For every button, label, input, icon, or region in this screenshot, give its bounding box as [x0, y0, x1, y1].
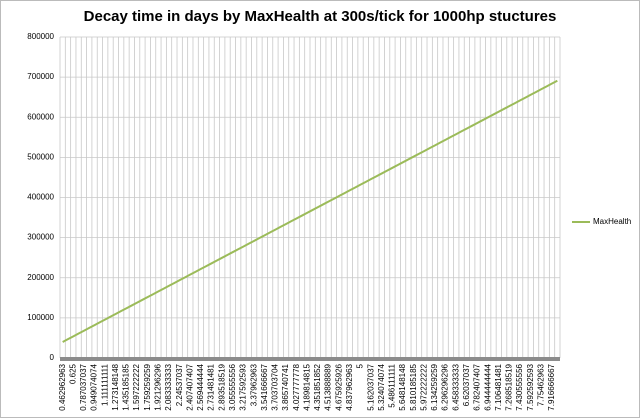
x-tick-label: 1.273148148	[111, 363, 120, 410]
legend-label: MaxHealth	[593, 217, 631, 226]
y-tick-label: 100000	[27, 313, 54, 322]
x-tick-label: 1.597222222	[132, 363, 141, 410]
y-tick-label: 600000	[27, 112, 54, 121]
x-tick-label: 4.027777778	[292, 363, 301, 410]
y-tick-label: 400000	[27, 193, 54, 202]
x-tick-label: 3.865740741	[281, 363, 290, 410]
x-tick-label: 5.486111111	[388, 363, 397, 407]
x-tick-label: 1.111111111	[100, 363, 109, 406]
x-tick-label: 0.625	[68, 363, 77, 384]
x-tick-label: 6.782407407	[473, 363, 482, 410]
x-tick-label: 7.916666667	[547, 363, 556, 410]
x-tick-label: 0.787037037	[79, 363, 88, 410]
x-tick-label: 5.324074074	[377, 363, 386, 410]
x-tick-label: 2.083333333	[164, 363, 173, 410]
x-tick-label: 6.296296296	[441, 363, 450, 410]
x-tick-label: 7.592592593	[526, 363, 535, 410]
x-tick-label: 4.675925926	[334, 363, 343, 410]
x-tick-label: 3.055555556	[228, 363, 237, 410]
x-tick-label: 2.24537037	[175, 363, 184, 406]
x-tick-label: 4.351851852	[313, 363, 322, 410]
chart-title: Decay time in days by MaxHealth at 300s/…	[84, 8, 557, 25]
y-tick-label: 200000	[27, 273, 54, 282]
y-tick-label: 300000	[27, 233, 54, 242]
x-tick-label: 4.513888889	[324, 363, 333, 410]
x-tick-label: 6.458333333	[451, 363, 460, 410]
x-tick-label: 2.731481481	[207, 363, 216, 410]
x-tick-label: 5.972222222	[419, 363, 428, 410]
x-tick-label: 6.62037037	[462, 363, 471, 406]
x-tick-label: 6.134259259	[430, 363, 439, 410]
x-tick-label: 5.810185185	[409, 363, 418, 410]
x-tick-label: 7.430555556	[515, 363, 524, 410]
x-tick-label: 5	[356, 363, 365, 368]
x-tick-label: 2.569444444	[196, 363, 205, 410]
x-tick-label: 5.648148148	[398, 363, 407, 410]
x-tick-label: 1.759259259	[143, 363, 152, 410]
x-tick-label: 2.893518519	[217, 363, 226, 410]
y-tick-label: 0	[50, 353, 55, 362]
x-tick-label: 2.407407407	[185, 363, 194, 410]
x-tick-label: 3.217592593	[239, 363, 248, 410]
x-tick-label: 6.944444444	[483, 363, 492, 410]
x-tick-label: 0.462962963	[58, 363, 67, 410]
x-tick-label: 1.435185185	[122, 363, 131, 410]
x-tick-label: 3.703703704	[271, 363, 280, 410]
x-tick-label: 0.949074074	[90, 363, 99, 410]
x-tick-label: 7.75462963	[536, 363, 545, 406]
y-tick-label: 500000	[27, 152, 54, 161]
x-tick-label: 7.268518519	[505, 363, 514, 410]
y-tick-label: 700000	[27, 72, 54, 81]
x-tick-label: 5.162037037	[366, 363, 375, 410]
x-tick-label: 4.189814815	[302, 363, 311, 410]
data-line	[62, 79, 558, 343]
x-tick-label: 1.921296296	[154, 363, 163, 410]
y-tick-label: 800000	[27, 32, 54, 41]
x-tick-label: 3.541666667	[260, 363, 269, 410]
x-tick-label: 7.106481481	[494, 363, 503, 410]
x-tick-label: 3.37962963	[249, 363, 258, 406]
x-tick-label: 4.837962963	[345, 363, 354, 410]
